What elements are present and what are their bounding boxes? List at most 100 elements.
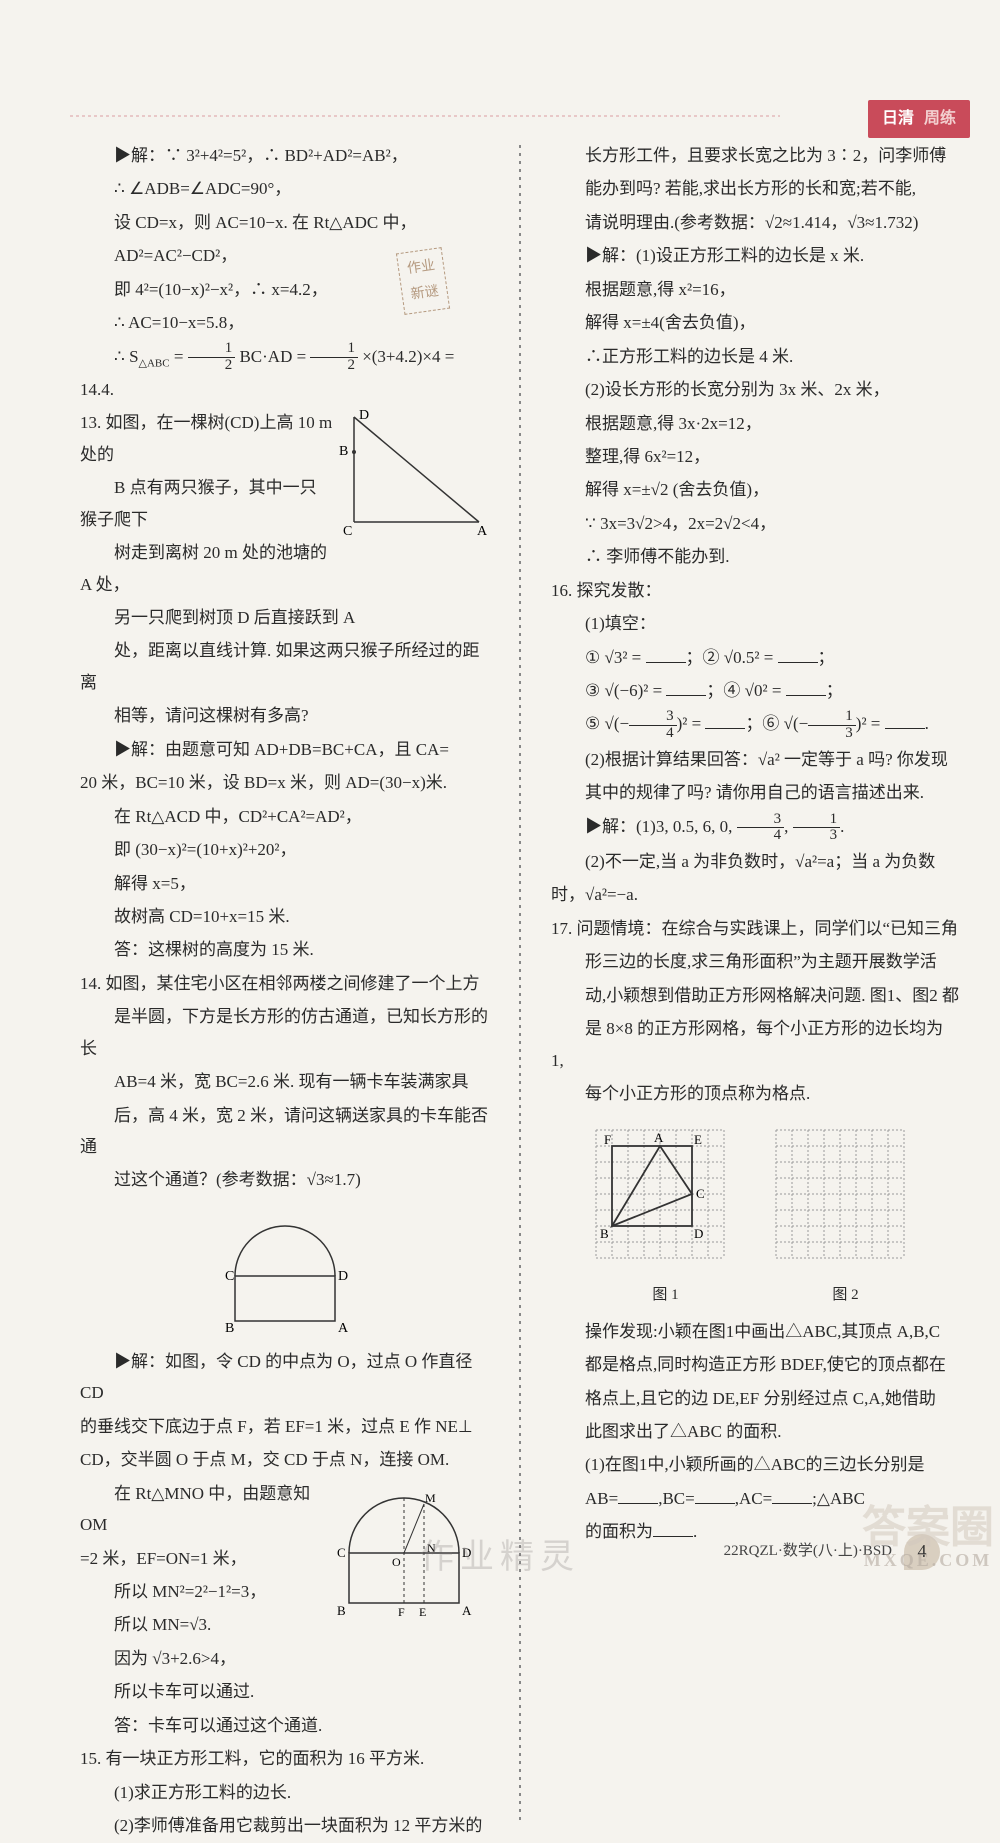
q14-line: 是半圆，下方是长方形的仿古通道，已知长方形的长 — [80, 1001, 489, 1064]
p12-line: ∴ S△ABC = 12 BC·AD = 12 ×(3+4.2)×4 = 14.… — [80, 341, 489, 406]
svg-text:B: B — [600, 1226, 609, 1241]
q14-line: 过这个通道？(参考数据：√3≈1.7) — [80, 1164, 489, 1195]
q14-sol: CD，交半圆 O 于点 M，交 CD 于点 N，连接 OM. — [80, 1444, 489, 1475]
svg-text:M: M — [425, 1491, 436, 1505]
q17-post: 此图求出了△ABC 的面积. — [551, 1416, 960, 1447]
q16-sol: (2)不一定,当 a 为非负数时，√a²=a；当 a 为负数 — [551, 846, 960, 877]
q17-line: 每个小正方形的顶点称为格点. — [551, 1078, 960, 1109]
q13-sol: 答：这棵树的高度为 15 米. — [80, 934, 489, 965]
q14-sol: 的垂线交下底边于点 F，若 EF=1 米，过点 E 作 NE⊥ — [80, 1411, 489, 1442]
watermark-corner-main: 答案圈 — [862, 1503, 994, 1552]
grid-figures: F A E C B D 图 1 图 2 — [551, 1120, 960, 1310]
q14-line: 后，高 4 米，宽 2 米，请问这辆送家具的卡车能否通 — [80, 1100, 489, 1163]
q15-line: (1)求正方形工料的边长. — [80, 1777, 489, 1808]
header-tag-2: 周练 — [924, 110, 956, 127]
grid-fig-1: F A E C B D 图 1 — [586, 1120, 746, 1310]
q14-sol: 答：卡车可以通过这个通道. — [80, 1710, 489, 1741]
p12-line: ∴ AC=10−x=5.8， — [80, 307, 489, 338]
homework-stamp: 作业新谜 — [396, 247, 450, 315]
q14-sol: 所以卡车可以通过. — [80, 1676, 489, 1707]
q15-sol: ∴ 李师傅不能办到. — [551, 541, 960, 572]
p12-line: ∴ ∠ADB=∠ADC=90°， — [80, 173, 489, 204]
q14-sol: ▶解：如图，令 CD 的中点为 O，过点 O 作直径 CD — [80, 1346, 489, 1409]
svg-text:E: E — [419, 1605, 426, 1619]
q16-blank: ① √3² = ；② √0.5² = ； — [551, 642, 960, 673]
q15-line: (2)李师傅准备用它裁剪出一块面积为 12 平方米的 — [80, 1810, 489, 1841]
p12-line: ▶解：∵ 3²+4²=5²，∴ BD²+AD²=AB²， — [80, 140, 489, 171]
q15-sol: 整理,得 6x²=12， — [551, 441, 960, 472]
q17-line: 动,小颖想到借助正方形网格解决问题. 图1、图2 都 — [551, 980, 960, 1011]
q16-sol: 时，√a²=−a. — [551, 879, 960, 910]
header-tag-1: 日清 — [882, 110, 914, 127]
q14-line: AB=4 米，宽 BC=2.6 米. 现有一辆卡车装满家具 — [80, 1066, 489, 1097]
q15-sol: ∴正方形工料的边长是 4 米. — [551, 341, 960, 372]
q17-line: 是 8×8 的正方形网格，每个小正方形的边长均为 1, — [551, 1013, 960, 1076]
q13-sol: 故树高 CD=10+x=15 米. — [80, 901, 489, 932]
q15-sol: 解得 x=±4(舍去负值)， — [551, 307, 960, 338]
q16-head: 16. 探究发散： — [551, 575, 960, 606]
svg-text:A: A — [654, 1130, 664, 1145]
q13-sol: 解得 x=5， — [80, 868, 489, 899]
svg-text:B: B — [225, 1321, 234, 1336]
q17-post: 都是格点,同时构造正方形 BDEF,使它的顶点都在 — [551, 1349, 960, 1380]
q15-sol: 解得 x=±√2 (舍去负值)， — [551, 474, 960, 505]
q15-cont: 请说明理由.(参考数据：√2≈1.414，√3≈1.732) — [551, 207, 960, 238]
right-column: 长方形工件，且要求长宽之比为 3∶2，问李师傅 能办到吗? 若能,求出长方形的长… — [551, 140, 960, 1843]
triangle-figure: D B C A — [339, 407, 489, 537]
svg-text:C: C — [337, 1545, 346, 1560]
svg-text:D: D — [694, 1226, 703, 1241]
q13-block: D B C A 13. 如图，在一棵树(CD)上高 10 m 处的 B 点有两只… — [80, 407, 489, 731]
svg-text:C: C — [343, 524, 352, 537]
grid-fig-2: 图 2 — [766, 1120, 926, 1310]
arch-figure-1: C D B A — [80, 1206, 489, 1336]
q13-line: 树走到离树 20 m 处的池塘的 A 处， — [80, 537, 489, 600]
grid-fig-1-label: 图 1 — [586, 1282, 746, 1310]
q17-sub1: (1)在图1中,小颖所画的△ABC的三边长分别是 — [551, 1449, 960, 1480]
q13-sol: 在 Rt△ACD 中，CD²+CA²=AD²， — [80, 801, 489, 832]
q15-cont: 能办到吗? 若能,求出长方形的长和宽;若不能, — [551, 173, 960, 204]
q15-sol: ▶解：(1)设正方形工料的边长是 x 米. — [551, 240, 960, 271]
svg-text:O: O — [392, 1555, 401, 1569]
watermark-bottom: 作业精灵 — [420, 1527, 580, 1590]
q17-post: 操作发现:小颖在图1中画出△ABC,其顶点 A,B,C — [551, 1316, 960, 1347]
q15-sol: (2)设长方形的长宽分别为 3x 米、2x 米， — [551, 374, 960, 405]
svg-text:E: E — [694, 1132, 702, 1147]
watermark-corner: 答案圈 MXQE.COM — [862, 1505, 994, 1570]
q16-p2: 其中的规律了吗? 请你用自己的语言描述出来. — [551, 777, 960, 808]
q14-sol-block2: C D B A O F E M N 在 Rt△MNO 中，由题意知 OM =2 … — [80, 1478, 489, 1742]
p12-line: 设 CD=x，则 AC=10−x. 在 Rt△ADC 中， — [80, 207, 489, 238]
q16-blank: ③ √(−6)² = ；④ √0² = ； — [551, 675, 960, 706]
watermark-corner-sub: MXQE.COM — [862, 1551, 994, 1570]
svg-text:C: C — [225, 1269, 234, 1284]
svg-text:F: F — [398, 1605, 405, 1619]
q15-sol: 根据题意,得 3x·2x=12， — [551, 408, 960, 439]
q13-line: 相等，请问这棵树有多高? — [80, 700, 489, 731]
q17-line: 17. 问题情境：在综合与实践课上，同学们以“已知三角 — [551, 913, 960, 944]
svg-text:A: A — [462, 1603, 472, 1618]
q16-sol: ▶解：(1)3, 0.5, 6, 0, 34, 13. — [551, 811, 960, 844]
svg-text:B: B — [337, 1603, 346, 1618]
q14-line: 14. 如图，某住宅小区在相邻两楼之间修建了一个上方 — [80, 968, 489, 999]
q15-cont: 长方形工件，且要求长宽之比为 3∶2，问李师傅 — [551, 140, 960, 171]
q13-line: 另一只爬到树顶 D 后直接跃到 A — [80, 602, 489, 633]
svg-text:D: D — [338, 1269, 348, 1284]
svg-text:C: C — [696, 1186, 705, 1201]
q13-sol: 即 (30−x)²=(10+x)²+20²， — [80, 834, 489, 865]
q15-sol: 根据题意,得 x²=16， — [551, 274, 960, 305]
q13-line: 处，距离以直线计算. 如果这两只猴子所经过的距离 — [80, 635, 489, 698]
q15-line: 15. 有一块正方形工料，它的面积为 16 平方米. — [80, 1743, 489, 1774]
grid-fig-2-label: 图 2 — [766, 1282, 926, 1310]
q16-p2: (2)根据计算结果回答：√a² 一定等于 a 吗? 你发现 — [551, 744, 960, 775]
q16-p1: (1)填空： — [551, 608, 960, 639]
q16-blank: ⑤ √(−34)² = ；⑥ √(−13)² = . — [551, 708, 960, 741]
q13-sol: 20 米，BC=10 米，设 BD=x 米，则 AD=(30−x)米. — [80, 767, 489, 798]
svg-text:F: F — [604, 1132, 611, 1147]
header-tag: 日清 周练 — [868, 100, 970, 138]
svg-text:A: A — [477, 524, 488, 537]
svg-text:D: D — [359, 408, 369, 423]
q13-sol: ▶解：由题意可知 AD+DB=BC+CA，且 CA= — [80, 734, 489, 765]
q17-line: 形三边的长度,求三角形面积”为主题开展数学活 — [551, 946, 960, 977]
svg-text:A: A — [338, 1321, 349, 1336]
q17-post: 格点上,且它的边 DE,EF 分别经过点 C,A,她借助 — [551, 1383, 960, 1414]
header-band: 日清 周练 — [868, 100, 970, 138]
